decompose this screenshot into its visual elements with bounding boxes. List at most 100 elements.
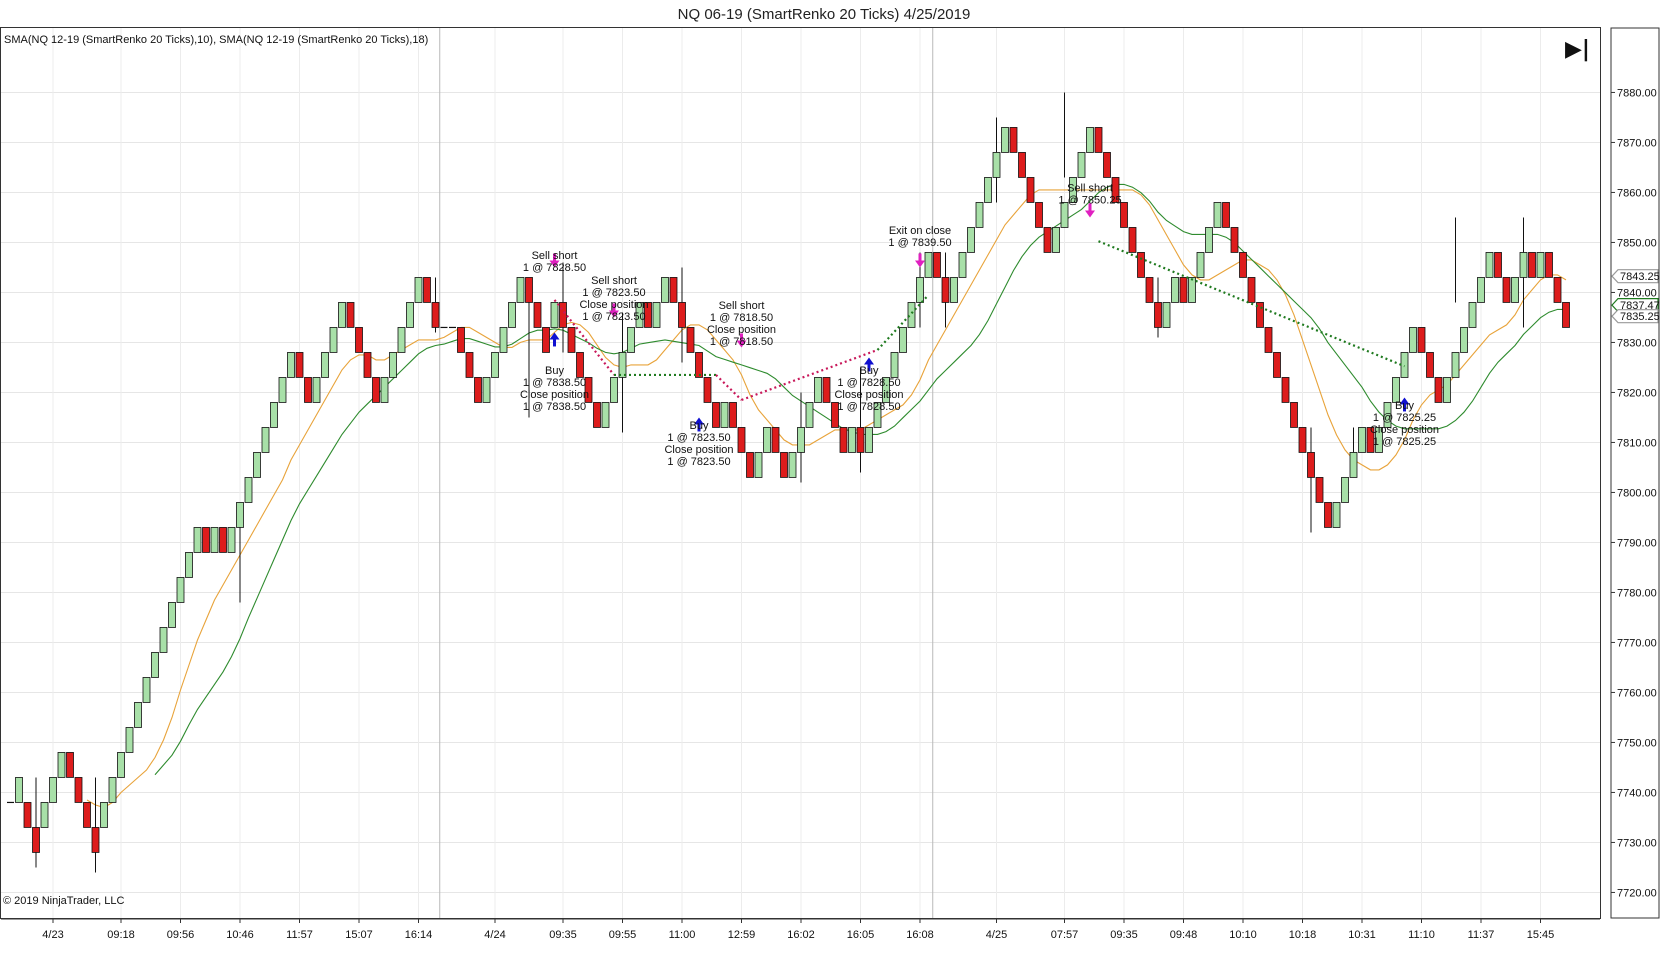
candle[interactable] bbox=[1553, 277, 1562, 303]
candle[interactable] bbox=[839, 427, 848, 453]
candle[interactable] bbox=[380, 377, 389, 403]
candle[interactable] bbox=[644, 302, 652, 328]
candle[interactable] bbox=[491, 352, 499, 378]
candle[interactable] bbox=[1494, 252, 1502, 278]
candle[interactable] bbox=[1247, 277, 1256, 303]
candle[interactable] bbox=[882, 377, 890, 403]
candle[interactable] bbox=[1043, 227, 1052, 253]
candle[interactable] bbox=[1332, 502, 1341, 528]
candle[interactable] bbox=[142, 677, 151, 703]
candle[interactable] bbox=[457, 327, 465, 353]
candle[interactable] bbox=[890, 352, 899, 378]
candle[interactable] bbox=[601, 402, 610, 428]
candle[interactable] bbox=[355, 327, 363, 353]
candle[interactable] bbox=[1400, 352, 1409, 378]
candle[interactable] bbox=[1230, 227, 1239, 253]
candle[interactable] bbox=[933, 252, 941, 278]
candle[interactable] bbox=[32, 777, 40, 868]
candle[interactable] bbox=[1443, 377, 1451, 403]
candle[interactable] bbox=[1477, 277, 1485, 303]
candle[interactable] bbox=[1145, 277, 1154, 303]
candle[interactable] bbox=[15, 777, 23, 803]
candle[interactable] bbox=[1315, 477, 1324, 503]
candle[interactable] bbox=[1290, 402, 1298, 428]
candle[interactable] bbox=[771, 427, 780, 453]
candle[interactable] bbox=[1035, 202, 1043, 228]
candle[interactable] bbox=[559, 262, 567, 353]
candle[interactable] bbox=[1485, 252, 1494, 278]
candle[interactable] bbox=[125, 727, 134, 753]
candle[interactable] bbox=[1052, 227, 1060, 253]
candle[interactable] bbox=[533, 302, 542, 328]
candle[interactable] bbox=[389, 352, 397, 378]
sell-arrow-icon[interactable] bbox=[1085, 203, 1095, 218]
candle[interactable] bbox=[295, 352, 304, 378]
candle[interactable] bbox=[1545, 252, 1553, 278]
candle[interactable] bbox=[856, 367, 865, 473]
candle[interactable] bbox=[1018, 152, 1026, 178]
candle[interactable] bbox=[1281, 377, 1290, 403]
candle[interactable] bbox=[1094, 127, 1103, 153]
candle[interactable] bbox=[91, 777, 100, 873]
candle[interactable] bbox=[610, 377, 618, 403]
candle[interactable] bbox=[159, 627, 168, 653]
candle[interactable] bbox=[236, 502, 244, 603]
candle[interactable] bbox=[737, 427, 746, 453]
candle[interactable] bbox=[329, 327, 338, 353]
candle[interactable] bbox=[1451, 217, 1460, 378]
candle[interactable] bbox=[1086, 127, 1094, 153]
candle[interactable] bbox=[406, 302, 414, 328]
candle[interactable] bbox=[108, 777, 117, 803]
scroll-to-end-icon[interactable]: ▶| bbox=[1565, 37, 1590, 62]
candle[interactable] bbox=[363, 352, 372, 378]
candle[interactable] bbox=[261, 427, 270, 453]
candle[interactable] bbox=[372, 377, 380, 403]
candle[interactable] bbox=[899, 327, 907, 353]
candle[interactable] bbox=[1137, 252, 1145, 278]
candle[interactable] bbox=[958, 252, 967, 278]
candle[interactable] bbox=[1205, 227, 1213, 253]
candle[interactable] bbox=[975, 202, 984, 228]
sell-arrow-icon[interactable] bbox=[609, 303, 619, 318]
candle[interactable] bbox=[134, 702, 142, 728]
candle[interactable] bbox=[312, 377, 321, 403]
candle[interactable] bbox=[1111, 177, 1120, 203]
candle[interactable] bbox=[1511, 277, 1519, 303]
candle[interactable] bbox=[1213, 202, 1222, 228]
candle[interactable] bbox=[873, 402, 882, 428]
candle[interactable] bbox=[1409, 327, 1417, 353]
candle[interactable] bbox=[1358, 427, 1366, 453]
candle[interactable] bbox=[924, 252, 933, 278]
candle[interactable] bbox=[652, 302, 661, 328]
candle[interactable] bbox=[100, 802, 108, 828]
time-axis[interactable]: 4/23 09:18 09:56 10:46 11:57 15:07 16:14 4/24 09… bbox=[1, 918, 1600, 941]
candle[interactable] bbox=[423, 277, 431, 303]
candle[interactable] bbox=[584, 377, 593, 403]
candle[interactable] bbox=[1077, 152, 1086, 178]
candle[interactable] bbox=[202, 527, 210, 553]
candle[interactable] bbox=[1196, 252, 1205, 278]
candle[interactable] bbox=[686, 327, 695, 353]
candle[interactable] bbox=[176, 577, 185, 603]
candle[interactable] bbox=[525, 277, 533, 418]
candle[interactable] bbox=[669, 277, 678, 303]
candle[interactable] bbox=[474, 377, 482, 403]
candle[interactable] bbox=[1468, 302, 1477, 328]
candle[interactable] bbox=[746, 452, 754, 478]
candle[interactable] bbox=[414, 277, 423, 303]
candle[interactable] bbox=[720, 402, 729, 428]
candle[interactable] bbox=[1154, 277, 1162, 338]
candle[interactable] bbox=[763, 427, 771, 453]
candle[interactable] bbox=[66, 752, 74, 778]
candle[interactable] bbox=[1179, 277, 1188, 303]
candle[interactable] bbox=[992, 117, 1001, 203]
candle[interactable] bbox=[822, 377, 831, 403]
candle[interactable] bbox=[465, 352, 474, 378]
candle[interactable] bbox=[1562, 302, 1570, 328]
candle[interactable] bbox=[1307, 427, 1315, 533]
candle[interactable] bbox=[1171, 277, 1179, 303]
candle[interactable] bbox=[185, 552, 193, 578]
candle[interactable] bbox=[1392, 377, 1400, 403]
candle[interactable] bbox=[499, 327, 508, 353]
